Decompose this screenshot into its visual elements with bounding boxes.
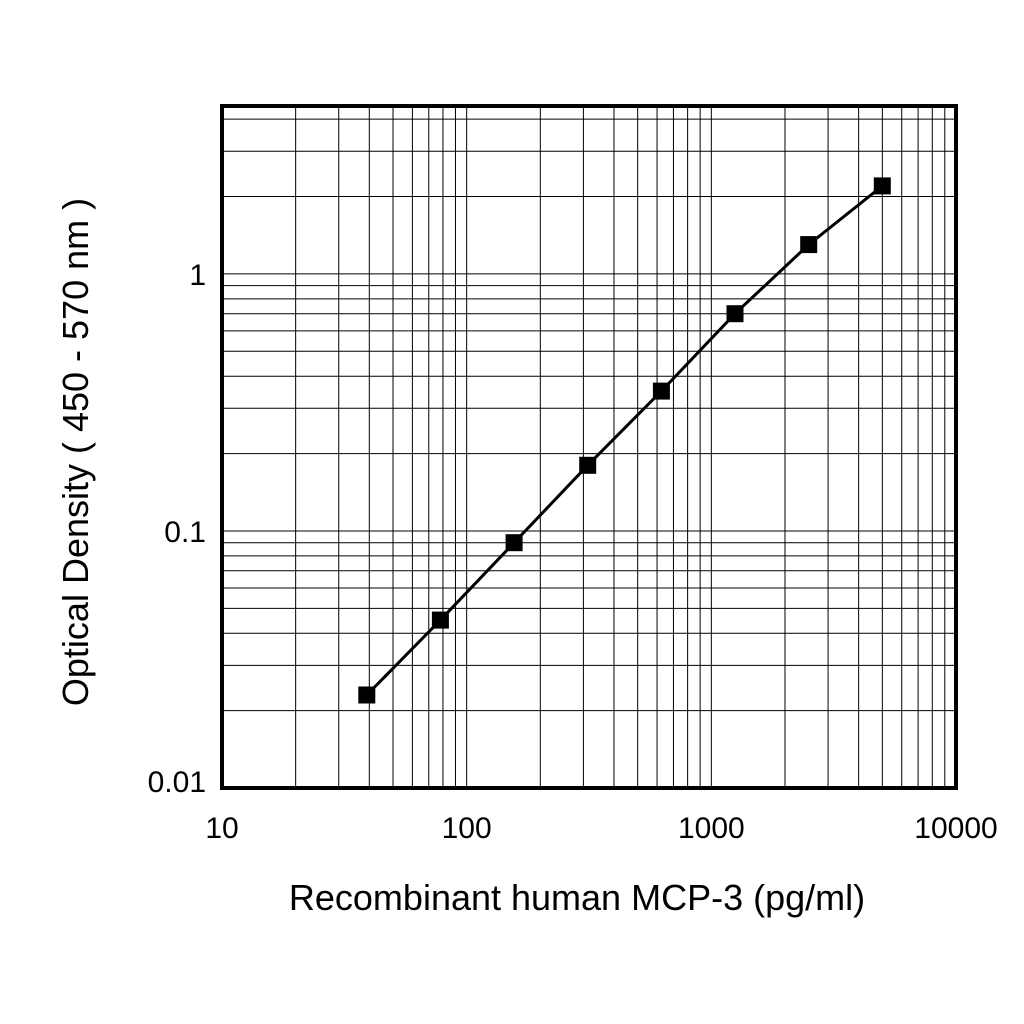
y-tick-labels: 0.01 0.1 1: [148, 259, 206, 799]
data-point-marker: [431, 611, 449, 629]
x-tick-label: 1000: [678, 812, 745, 845]
y-tick-label: 0.1: [164, 516, 206, 549]
x-tick-labels: 10 100 1000 10000: [205, 812, 997, 845]
y-tick-label: 0.01: [148, 766, 206, 799]
plot-frame: [220, 104, 958, 790]
y-tick-label: 1: [189, 259, 206, 292]
data-series: [358, 177, 891, 704]
series-line: [365, 184, 884, 697]
data-point-marker: [579, 456, 597, 474]
x-axis-title: Recombinant human MCP-3 (pg/ml): [289, 877, 865, 918]
x-tick-label: 10000: [914, 812, 997, 845]
y-axis-title: Optical Density ( 450 - 570 nm ): [55, 198, 96, 706]
data-point-marker: [800, 236, 818, 254]
data-point-marker: [873, 177, 891, 195]
x-tick-label: 10: [205, 812, 238, 845]
data-point-marker: [505, 534, 523, 552]
x-tick-label: 100: [442, 812, 492, 845]
data-point-marker: [652, 382, 670, 400]
data-point-marker: [358, 686, 376, 704]
data-point-marker: [726, 305, 744, 323]
grid: [222, 106, 956, 788]
